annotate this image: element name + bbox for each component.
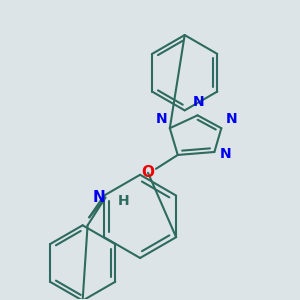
Text: N: N: [93, 190, 105, 205]
Text: N: N: [225, 112, 237, 126]
Text: H: H: [117, 194, 129, 208]
Text: O: O: [142, 165, 154, 180]
Text: N: N: [193, 95, 204, 110]
Text: N: N: [219, 147, 231, 161]
Text: N: N: [156, 112, 168, 126]
